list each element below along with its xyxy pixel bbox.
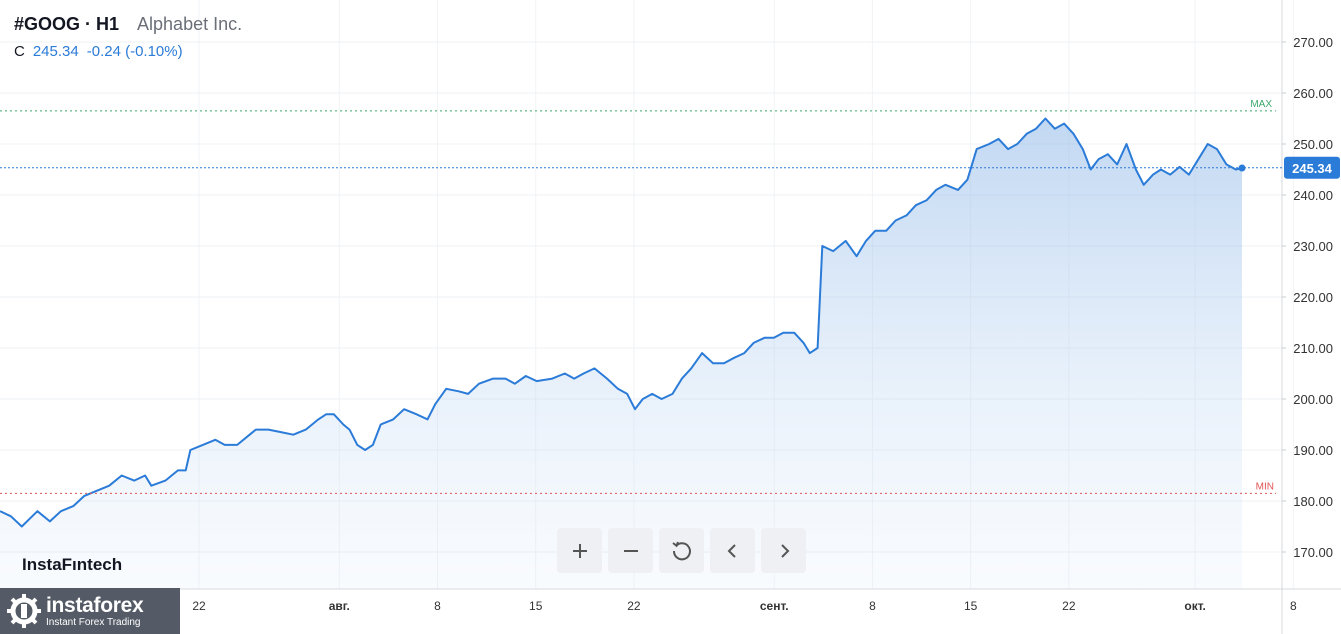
chevron-left-icon <box>727 543 736 558</box>
gear-logo-icon <box>7 594 41 628</box>
scroll-left-button[interactable] <box>710 528 755 573</box>
y-tick-label: 240.00 <box>1293 188 1333 203</box>
instaforex-logo: instaforex Instant Forex Trading <box>0 588 180 634</box>
price-change: -0.24 (-0.10%) <box>86 43 183 60</box>
min-label: MIN <box>1256 481 1274 492</box>
chart-header: #GOOG · H1 Alphabet Inc. C 245.34 -0.24 … <box>14 14 242 60</box>
current-price-badge <box>1284 156 1340 179</box>
current-price-label: 245.34 <box>1292 161 1333 176</box>
price-area <box>0 118 1242 589</box>
company-name: Alphabet Inc. <box>137 14 243 34</box>
ticker-symbol: #GOOG · H1 <box>14 14 120 34</box>
watermark: InstaFıntech <box>22 555 123 574</box>
x-tick-label: 15 <box>964 599 978 613</box>
x-tick-label: 22 <box>192 599 206 613</box>
minus-icon <box>623 549 638 552</box>
y-tick-label: 180.00 <box>1293 494 1333 509</box>
x-tick-label: 8 <box>434 599 441 613</box>
x-tick-label: 15 <box>529 599 543 613</box>
scroll-right-button[interactable] <box>761 528 806 573</box>
x-tick-label: 22 <box>627 599 641 613</box>
x-tick-label: 8 <box>1290 599 1297 613</box>
zoom-in-button[interactable] <box>557 528 602 573</box>
chevron-right-icon <box>780 543 789 558</box>
x-tick-label: 22 <box>1062 599 1076 613</box>
close-label: C <box>14 43 25 60</box>
x-tick-label: сент. <box>760 599 789 613</box>
max-label: MAX <box>1250 99 1272 110</box>
x-tick-label: 8 <box>869 599 876 613</box>
reset-icon <box>671 541 691 560</box>
x-tick-label: авг. <box>329 599 350 613</box>
logo-name: instaforex <box>46 593 144 617</box>
y-tick-label: 270.00 <box>1293 35 1333 50</box>
y-tick-label: 170.00 <box>1293 545 1333 560</box>
logo-tagline: Instant Forex Trading <box>46 616 141 628</box>
y-tick-label: 200.00 <box>1293 392 1333 407</box>
y-tick-label: 260.00 <box>1293 86 1333 101</box>
reset-button[interactable] <box>659 528 704 573</box>
price-line <box>0 117 1243 528</box>
y-tick-label: 220.00 <box>1293 290 1333 305</box>
close-value: 245.34 <box>32 43 79 60</box>
y-tick-label: 190.00 <box>1293 443 1333 458</box>
y-tick-label: 210.00 <box>1293 341 1333 356</box>
chart-controls <box>557 528 806 573</box>
price-summary: C 245.34 -0.24 (-0.10%) <box>14 43 242 60</box>
y-tick-label: 250.00 <box>1293 137 1333 152</box>
zoom-out-button[interactable] <box>608 528 653 573</box>
plus-icon <box>572 543 587 558</box>
x-tick-label: окт. <box>1184 599 1206 613</box>
y-tick-label: 230.00 <box>1293 239 1333 254</box>
